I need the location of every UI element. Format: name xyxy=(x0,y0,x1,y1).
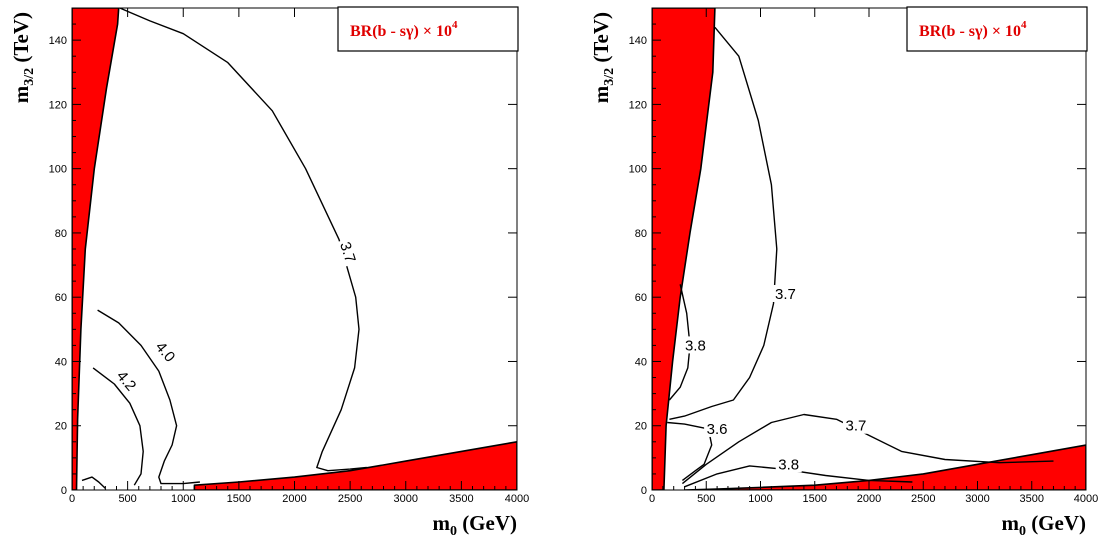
excluded-region-1 xyxy=(652,8,716,490)
y-tick-label-120: 120 xyxy=(629,99,647,111)
y-tick-label-80: 80 xyxy=(635,228,647,240)
contour-line-3-7-1 xyxy=(669,26,778,420)
contour-line-4-2-3 xyxy=(92,367,144,486)
plot-area: 3.7 3.8 3.6 3.7 3.8 xyxy=(652,8,1086,490)
chart-title-exponent: 4 xyxy=(1021,19,1027,31)
x-tick-label-4000: 4000 xyxy=(1074,493,1098,505)
x-tick-label-3500: 3500 xyxy=(1020,493,1044,505)
chart-title: BR(b - sγ) × 104 xyxy=(919,19,1027,40)
x-axis-label: m0 (GeV) xyxy=(1001,511,1086,539)
x-tick-label-0: 0 xyxy=(69,493,75,505)
chart-title-exponent: 4 xyxy=(452,19,458,31)
plot-frame xyxy=(651,7,1087,491)
x-tick-label-500: 500 xyxy=(697,493,715,505)
contour-label-bg xyxy=(150,336,181,367)
y-tick-label-80: 80 xyxy=(55,228,67,240)
x-axis-label: m0 (GeV) xyxy=(432,511,517,539)
chart-title: BR(b - sγ) × 104 xyxy=(350,19,458,40)
contour-label-4: 3.7 xyxy=(846,418,867,435)
y-tick-label-140: 140 xyxy=(49,35,67,47)
x-tick-label-1500: 1500 xyxy=(227,493,251,505)
contour-line-3-7-4 xyxy=(681,413,1054,485)
y-axis-label-subscript: 3/2 xyxy=(602,68,617,86)
x-tick-label-2500: 2500 xyxy=(338,493,362,505)
excluded-region-2 xyxy=(683,444,1086,490)
plot-area: 3.7 4.0 4.2 xyxy=(72,8,517,490)
contour-label-bg xyxy=(842,416,869,434)
x-axis-label-subscript: 0 xyxy=(1019,524,1026,539)
x-axis-label-subscript: 0 xyxy=(450,524,457,539)
x-tick-label-2000: 2000 xyxy=(282,493,306,505)
x-tick-label-2000: 2000 xyxy=(857,493,881,505)
x-tick-label-3000: 3000 xyxy=(394,493,418,505)
y-axis-label-subscript: 3/2 xyxy=(22,68,37,86)
x-tick-label-2500: 2500 xyxy=(911,493,935,505)
x-tick-label-1000: 1000 xyxy=(171,493,195,505)
x-tick-label-3000: 3000 xyxy=(965,493,989,505)
contour-label-2: 4.0 xyxy=(152,339,178,366)
y-tick-label-100: 100 xyxy=(49,164,67,176)
contour-label-bg xyxy=(336,237,361,268)
y-tick-label-100: 100 xyxy=(629,164,647,176)
contour-line-3-7-1 xyxy=(119,8,367,472)
contour-line-3-8-2 xyxy=(668,284,691,401)
x-tick-label-3500: 3500 xyxy=(449,493,473,505)
y-axis-label: m3/2 (TeV) xyxy=(589,12,617,103)
y-tick-label-0: 0 xyxy=(641,485,647,497)
contour-label-1: 3.7 xyxy=(775,286,796,303)
y-tick-label-60: 60 xyxy=(55,292,67,304)
right-contour-plot: 3.73.83.6 3.73.80 500 1000 1500 2000 2500 3000 3… xyxy=(589,6,1098,539)
x-tick-label-4000: 4000 xyxy=(505,493,529,505)
y-tick-label-40: 40 xyxy=(635,356,647,368)
contour-label-bg xyxy=(682,336,709,354)
x-tick-label-500: 500 xyxy=(118,493,136,505)
contour-label-5: 3.8 xyxy=(778,456,799,473)
y-tick-label-20: 20 xyxy=(635,421,647,433)
plot-frame xyxy=(71,7,518,491)
contour-label-3: 3.6 xyxy=(707,421,728,438)
contour-line-edge-4 xyxy=(81,476,106,489)
excluded-region-1 xyxy=(72,8,120,490)
contour-label-1: 3.7 xyxy=(336,240,359,265)
contour-label-bg xyxy=(775,455,802,473)
contour-label-bg xyxy=(112,365,142,396)
y-tick-label-20: 20 xyxy=(55,421,67,433)
contour-label-bg xyxy=(704,419,731,437)
contour-line-4-0-2 xyxy=(97,309,200,485)
y-tick-label-40: 40 xyxy=(55,356,67,368)
y-axis-label: m3/2 (TeV) xyxy=(9,12,37,103)
contour-label-bg xyxy=(772,284,799,302)
legend-box xyxy=(906,6,1088,52)
left-contour-plot: 3.74.04.20 500 1000 1500 2000 2500 3000 3500 400… xyxy=(9,6,529,539)
contour-label-3: 4.2 xyxy=(113,368,139,395)
x-tick-label-1000: 1000 xyxy=(748,493,772,505)
excluded-region-2 xyxy=(193,440,517,490)
y-tick-label-60: 60 xyxy=(635,292,647,304)
y-axis-label-unit: (TeV) xyxy=(589,12,613,68)
x-tick-label-1500: 1500 xyxy=(803,493,827,505)
y-axis-label-unit: (TeV) xyxy=(9,12,33,68)
y-tick-label-120: 120 xyxy=(49,99,67,111)
legend-box xyxy=(337,6,519,52)
x-axis-label-unit: (GeV) xyxy=(457,511,517,535)
y-tick-label-140: 140 xyxy=(629,35,647,47)
x-tick-label-0: 0 xyxy=(649,493,655,505)
x-axis-label-unit: (GeV) xyxy=(1026,511,1086,535)
contour-line-3-6-3 xyxy=(667,421,713,481)
contour-label-2: 3.8 xyxy=(685,337,706,354)
y-tick-label-0: 0 xyxy=(61,485,67,497)
